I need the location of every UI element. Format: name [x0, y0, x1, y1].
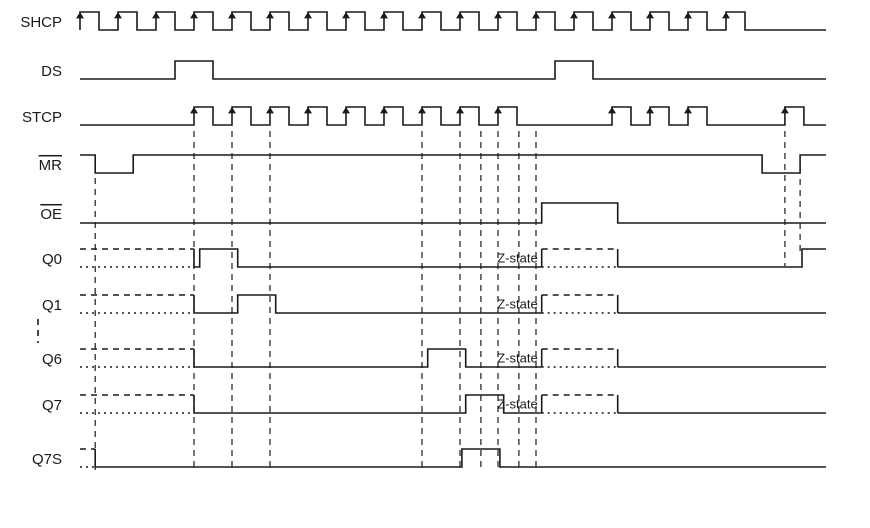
label-SHCP: SHCP [20, 14, 62, 31]
signal-Q0-pre [194, 249, 542, 267]
timing-diagram: SHCP STCP DS MR OE Z-state Q0 Z-state Q1 Z-state Q… [0, 0, 870, 528]
z-label-Q7: Z-state [497, 396, 537, 411]
signal-Q7-pre [194, 395, 542, 413]
label-MR: MR [39, 157, 62, 174]
signal-Q1-pre [194, 295, 542, 313]
z-label-Q6: Z-state [497, 350, 537, 365]
signal-MR [80, 155, 826, 173]
signal-SHCP [80, 12, 826, 30]
signal-STCP [80, 107, 826, 125]
signal-Q0-post [618, 249, 826, 267]
z-label-Q0: Z-state [497, 250, 537, 265]
label-OE: OE [40, 206, 62, 223]
label-Q1: Q1 [42, 297, 62, 314]
label-DS: DS [41, 63, 62, 80]
signal-Q6-pre [194, 349, 542, 367]
label-Q7S: Q7S [32, 451, 62, 468]
label-Q6: Q6 [42, 351, 62, 368]
label-STCP: STCP [22, 109, 62, 126]
z-label-Q1: Z-state [497, 296, 537, 311]
label-Q7: Q7 [42, 397, 62, 414]
label-Q0: Q0 [42, 251, 62, 268]
signal-DS [80, 61, 826, 79]
signal-OE [80, 203, 826, 223]
